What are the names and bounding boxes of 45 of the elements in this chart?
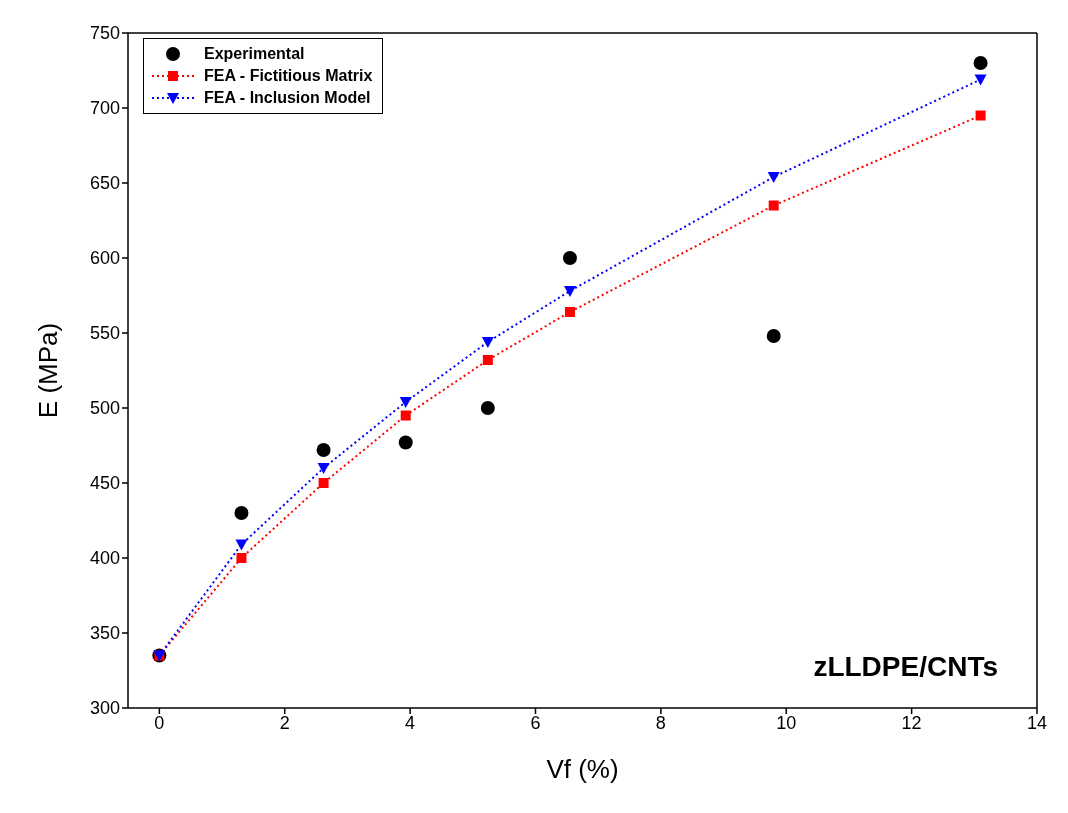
y-tick-label: 550 [89,323,120,344]
point [400,410,411,421]
x-tick-label: 6 [530,712,541,733]
point [766,329,781,343]
point [236,553,247,563]
annotation: zLLDPE/CNTs [813,651,998,683]
y-tick-label: 500 [89,398,120,419]
point [767,172,780,183]
x-tick-label: 2 [279,712,290,733]
point [562,251,577,265]
x-tick-label: 12 [901,712,922,733]
point [234,506,249,520]
legend-label: FEA - Fictitious Matrix [204,67,373,85]
point [564,307,575,317]
x-tick-label: 10 [776,712,797,733]
point [563,286,576,297]
point [316,443,331,457]
y-axis-title: E (MPa) [33,322,64,419]
point [480,401,495,415]
point [317,463,330,474]
y-tick-label: 700 [89,98,120,119]
point [974,74,987,86]
y-tick-label: 650 [89,173,120,194]
x-tick-label: 14 [1026,712,1048,733]
x-tick-label: 8 [655,712,666,733]
y-tick-label: 450 [89,473,120,494]
y-tick-label: 400 [89,548,120,569]
point [398,435,413,450]
x-axis-title: Vf (%) [546,754,619,784]
x-tick-label: 0 [154,712,165,733]
legend-label: FEA - Inclusion Model [204,89,371,107]
y-tick-label: 300 [89,698,120,719]
point [399,397,412,408]
point [318,478,329,488]
y-tick-label: 600 [89,248,120,269]
point [768,200,779,211]
y-tick-label: 750 [89,23,120,44]
legend-label: Experimental [204,45,305,63]
x-tick-label: 4 [405,712,416,733]
y-tick-label: 350 [89,623,120,644]
point [975,110,986,121]
point [482,355,493,365]
point [973,56,988,70]
point [235,539,248,551]
point [481,337,494,348]
